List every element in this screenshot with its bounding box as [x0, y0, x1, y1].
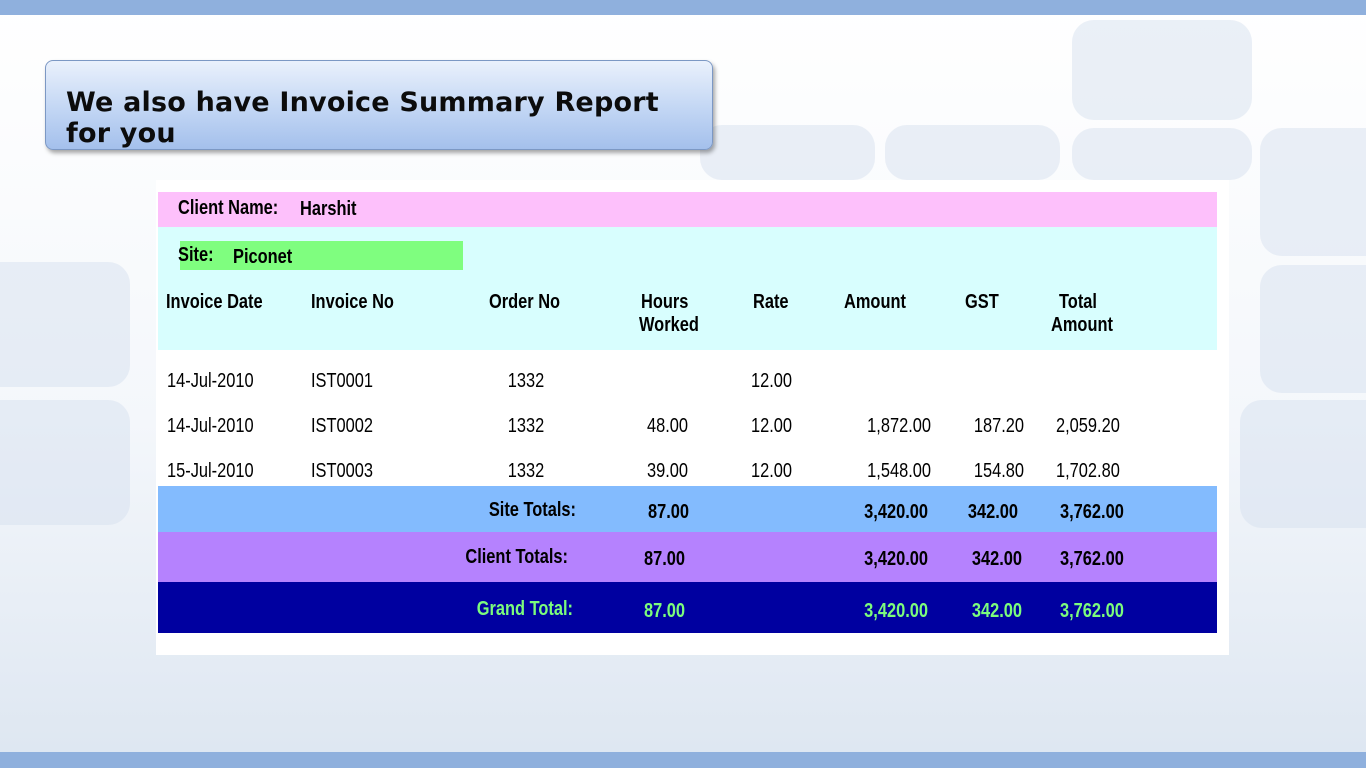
row-3-amount: 1,548.00 — [867, 460, 931, 482]
bottom-frame-bar — [0, 752, 1366, 768]
background-tile — [0, 400, 130, 525]
row-1-invoice-date: 14-Jul-2010 — [167, 370, 254, 392]
client-band: Client Name: Harshit — [158, 192, 1217, 227]
background-tile — [1072, 20, 1252, 120]
column-header-invoice-no: Invoice No — [311, 291, 394, 313]
row-3-rate: 12.00 — [750, 460, 792, 482]
background-tile — [885, 125, 1060, 180]
background-tile — [0, 262, 130, 387]
title-banner: We also have Invoice Summary Report for … — [45, 60, 713, 150]
row-2-invoice-date: 14-Jul-2010 — [167, 415, 254, 437]
row-1-invoice-no: IST0001 — [311, 370, 373, 392]
grand-total-total: 3,762.00 — [1060, 600, 1124, 622]
row-3-hours: 39.00 — [646, 460, 688, 482]
site-label: Site: — [178, 244, 214, 266]
column-header-hours: Hours — [641, 291, 689, 313]
column-header-total-amount: Amount — [1051, 314, 1113, 336]
background-tile — [1240, 400, 1366, 528]
client-totals-amount: 3,420.00 — [864, 548, 928, 570]
column-header-worked: Worked — [639, 314, 699, 336]
site-band: Site: Piconet Invoice Date Invoice No Or… — [158, 227, 1217, 350]
row-2-total: 2,059.20 — [1056, 415, 1120, 437]
site-totals-amount: 3,420.00 — [864, 501, 928, 523]
slide-title: We also have Invoice Summary Report for … — [66, 87, 659, 149]
row-2-invoice-no: IST0002 — [311, 415, 373, 437]
client-totals-row: Client Totals: 87.00 3,420.00 342.00 3,7… — [158, 532, 1217, 582]
grand-total-row: Grand Total: 87.00 3,420.00 342.00 3,762… — [158, 582, 1217, 633]
grand-total-amount: 3,420.00 — [864, 600, 928, 622]
top-frame-bar — [0, 0, 1366, 15]
site-totals-hours: 87.00 — [648, 501, 690, 523]
row-2-amount: 1,872.00 — [867, 415, 931, 437]
column-header-invoice-date: Invoice Date — [166, 291, 263, 313]
client-totals-gst: 342.00 — [971, 548, 1022, 570]
row-2-rate: 12.00 — [750, 415, 792, 437]
grand-total-gst: 342.00 — [971, 600, 1022, 622]
row-3-total: 1,702.80 — [1056, 460, 1120, 482]
site-totals-gst: 342.00 — [967, 501, 1018, 523]
site-totals-row: Site Totals: 87.00 3,420.00 342.00 3,762… — [158, 486, 1217, 532]
row-2-order-no: 1332 — [507, 415, 545, 437]
client-totals-total: 3,762.00 — [1060, 548, 1124, 570]
client-totals-hours: 87.00 — [644, 548, 686, 570]
site-highlight — [180, 241, 463, 270]
column-header-gst: GST — [965, 291, 999, 313]
column-header-rate: Rate — [753, 291, 789, 313]
column-header-total: Total — [1059, 291, 1097, 313]
row-1-order-no: 1332 — [507, 370, 545, 392]
row-3-order-no: 1332 — [507, 460, 545, 482]
background-tile — [700, 125, 875, 180]
client-totals-label: Client Totals: — [465, 546, 568, 568]
background-tile — [1260, 128, 1366, 256]
client-name-value: Harshit — [300, 198, 357, 220]
client-name-label: Client Name: — [178, 197, 279, 219]
row-2-gst: 187.20 — [973, 415, 1024, 437]
invoice-summary-report: Client Name: Harshit Site: Piconet Invoi… — [156, 180, 1229, 655]
row-3-invoice-date: 15-Jul-2010 — [167, 460, 254, 482]
column-header-order-no: Order No — [489, 291, 561, 313]
site-totals-total: 3,762.00 — [1060, 501, 1124, 523]
background-tile — [1260, 265, 1366, 393]
column-header-amount: Amount — [844, 291, 906, 313]
grand-total-hours: 87.00 — [644, 600, 686, 622]
background-tile — [1072, 128, 1252, 180]
site-value: Piconet — [233, 246, 293, 268]
row-3-invoice-no: IST0003 — [311, 460, 373, 482]
row-1-rate: 12.00 — [750, 370, 792, 392]
row-2-hours: 48.00 — [646, 415, 688, 437]
row-3-gst: 154.80 — [973, 460, 1024, 482]
grand-total-label: Grand Total: — [476, 598, 573, 620]
site-totals-label: Site Totals: — [488, 499, 576, 521]
